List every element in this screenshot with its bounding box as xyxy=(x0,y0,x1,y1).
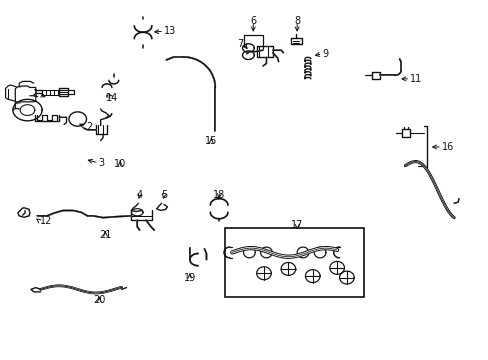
Text: 21: 21 xyxy=(99,230,111,239)
Text: 7: 7 xyxy=(237,39,243,49)
Bar xyxy=(224,228,363,297)
Text: 16: 16 xyxy=(441,142,453,152)
Text: 17: 17 xyxy=(290,220,303,230)
Text: 18: 18 xyxy=(213,190,225,200)
Text: 15: 15 xyxy=(205,136,217,146)
Text: 20: 20 xyxy=(93,295,105,305)
Text: 10: 10 xyxy=(114,159,126,169)
Text: 13: 13 xyxy=(163,26,176,36)
Text: 5: 5 xyxy=(161,190,167,200)
Text: 1: 1 xyxy=(33,89,39,99)
Text: 12: 12 xyxy=(40,216,52,226)
Text: 3: 3 xyxy=(98,158,104,168)
Text: 2: 2 xyxy=(86,122,92,132)
Text: 14: 14 xyxy=(105,93,118,103)
Text: 9: 9 xyxy=(322,49,328,59)
Text: 4: 4 xyxy=(136,190,142,200)
Text: 6: 6 xyxy=(250,17,256,27)
Text: 19: 19 xyxy=(183,273,196,283)
Text: 8: 8 xyxy=(293,17,300,27)
Text: 11: 11 xyxy=(409,74,422,84)
